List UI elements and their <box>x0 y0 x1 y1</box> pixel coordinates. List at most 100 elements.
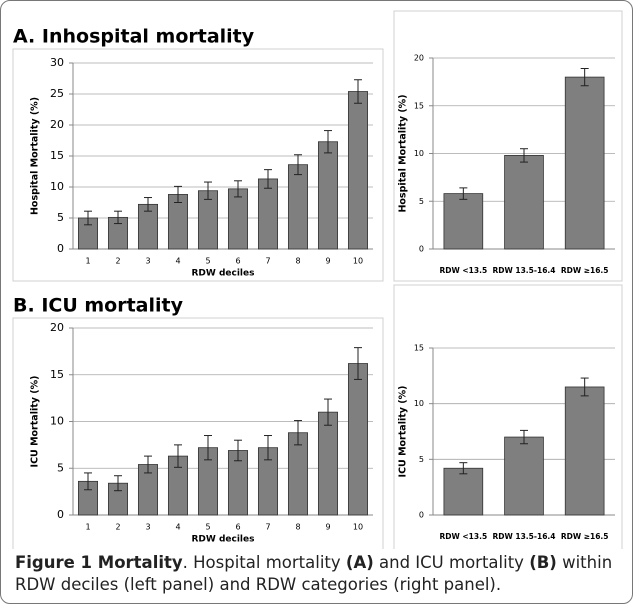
y-tick-label: 5 <box>419 197 424 206</box>
y-tick-label: 10 <box>414 149 424 158</box>
x-tick-label: 1 <box>85 257 90 266</box>
bar <box>317 411 338 516</box>
y-tick-label: 30 <box>50 56 64 69</box>
x-tick-label: 5 <box>205 257 210 266</box>
bar <box>347 363 368 516</box>
y-axis-title: ICU Mortality (%) <box>398 386 409 478</box>
y-tick-label: 20 <box>414 54 424 63</box>
y-tick-label: 10 <box>414 399 424 408</box>
x-tick-label: 4 <box>175 257 180 266</box>
bar <box>443 193 484 250</box>
y-tick-label: 0 <box>57 508 64 521</box>
x-tick-label: 9 <box>325 257 330 266</box>
x-tick-label: 10 <box>353 257 363 266</box>
error-bar <box>264 435 272 461</box>
y-tick-label: 15 <box>50 149 64 162</box>
x-tick-label: 7 <box>265 257 270 266</box>
x-tick-label: 4 <box>175 523 180 532</box>
y-tick-label: 15 <box>414 344 424 353</box>
y-tick-label: 25 <box>50 87 64 100</box>
caption-text: (A) <box>345 553 374 572</box>
x-tick-label: 2 <box>115 257 120 266</box>
y-tick-label: 5 <box>57 461 64 474</box>
error-bar <box>520 429 528 445</box>
y-tick-label: 0 <box>419 245 424 254</box>
error-bar <box>144 197 152 212</box>
bar <box>317 141 338 250</box>
caption-text: (B) <box>529 553 557 572</box>
x-tick-label: 5 <box>205 523 210 532</box>
x-tick-label: 10 <box>353 523 363 532</box>
x-tick-label: RDW ≥16.5 <box>561 532 609 541</box>
bar <box>564 76 605 250</box>
x-tick-label: RDW 13.5-16.4 <box>492 532 555 541</box>
error-bar <box>580 377 589 397</box>
bar <box>443 467 484 516</box>
bar <box>287 164 308 250</box>
error-bar <box>204 435 212 461</box>
x-tick-label: 3 <box>145 523 150 532</box>
error-bar <box>174 185 182 203</box>
x-tick-label: 8 <box>295 523 300 532</box>
error-bar <box>294 154 302 176</box>
error-bar <box>580 68 589 87</box>
error-bar <box>354 79 362 104</box>
error-bar <box>324 130 332 154</box>
error-bar <box>84 210 92 226</box>
x-tick-label: RDW <13.5 <box>439 266 487 275</box>
error-bar <box>144 455 152 474</box>
caption-text: Figure 1 Mortality <box>15 553 183 572</box>
y-tick-label: 10 <box>50 180 64 193</box>
x-tick-label: 2 <box>115 523 120 532</box>
bar <box>504 155 544 250</box>
y-axis-title: Hospital Mortality (%) <box>30 97 41 215</box>
y-tick-label: 5 <box>57 211 64 224</box>
x-tick-label: 6 <box>235 523 240 532</box>
y-tick-label: 0 <box>419 511 424 520</box>
bar <box>347 91 368 250</box>
x-tick-label: 7 <box>265 523 270 532</box>
x-axis-title: RDW deciles <box>192 269 255 279</box>
error-bar <box>520 148 528 163</box>
error-bar <box>234 180 242 198</box>
y-tick-label: 0 <box>57 242 64 255</box>
y-tick-label: 10 <box>50 415 64 428</box>
x-tick-label: 3 <box>145 257 150 266</box>
caption-text: within RDW deciles (left panel) and RDW … <box>15 553 618 594</box>
y-tick-label: 15 <box>414 101 424 110</box>
x-tick-label: 6 <box>235 257 240 266</box>
y-axis-title: ICU Mortality (%) <box>30 376 41 468</box>
error-bar <box>114 475 122 492</box>
section-title: B. ICU mortality <box>13 295 184 317</box>
charts: A. Inhospital mortality B. ICU mortality… <box>12 10 623 549</box>
y-axis-title: Hospital Mortality (%) <box>398 94 409 212</box>
error-bar <box>264 169 272 189</box>
error-bar <box>114 210 122 225</box>
bar <box>257 178 278 250</box>
section-title: A. Inhospital mortality <box>13 26 255 48</box>
x-tick-label: RDW <13.5 <box>439 532 487 541</box>
y-tick-label: 20 <box>50 321 64 334</box>
error-bar <box>234 439 242 462</box>
x-tick-label: 9 <box>325 523 330 532</box>
y-tick-label: 15 <box>50 368 64 381</box>
x-tick-label: RDW ≥16.5 <box>561 266 609 275</box>
caption-text: . Hospital mortality <box>182 553 346 572</box>
x-axis-title: RDW deciles <box>192 535 255 545</box>
bar <box>564 386 605 516</box>
caption-text: and ICU mortality <box>373 553 530 572</box>
error-bar <box>324 398 332 426</box>
x-tick-label: 8 <box>295 257 300 266</box>
error-bar <box>459 187 468 200</box>
error-bar <box>174 444 182 468</box>
y-tick-label: 20 <box>50 118 64 131</box>
error-bar <box>294 420 302 446</box>
x-tick-label: 1 <box>85 523 90 532</box>
bar <box>504 436 544 516</box>
error-bar <box>459 462 468 475</box>
error-bar <box>354 347 362 380</box>
y-tick-label: 5 <box>419 455 424 464</box>
caption: Figure 1 Mortality. Hospital mortality (… <box>15 552 625 596</box>
x-tick-label: RDW 13.5-16.4 <box>492 266 555 275</box>
